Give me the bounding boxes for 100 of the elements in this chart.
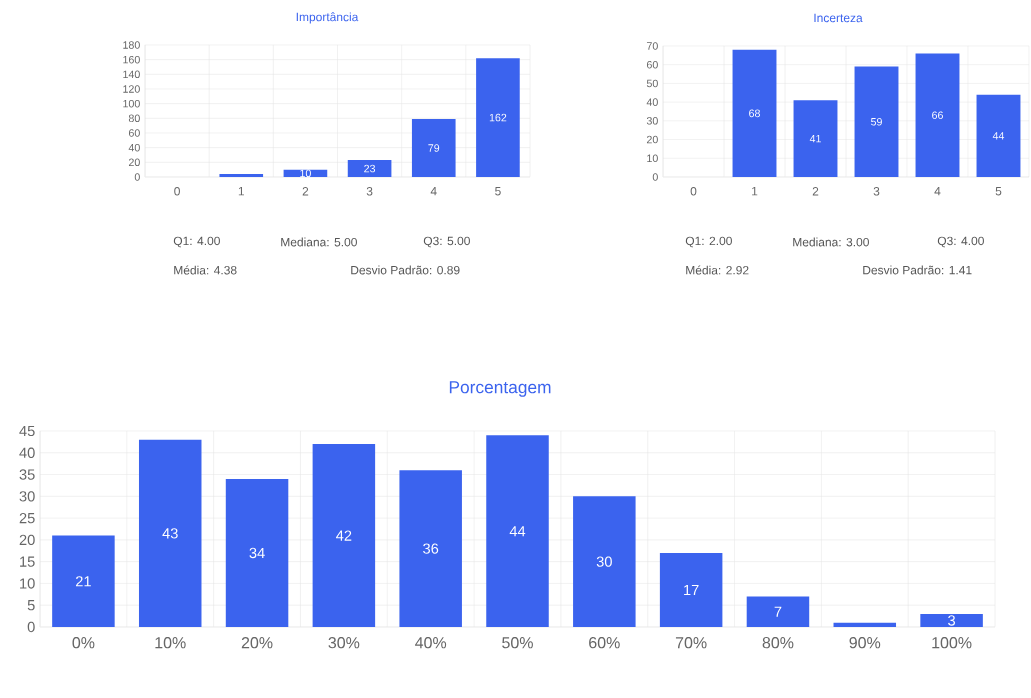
bar (399, 470, 462, 627)
y-tick-label: 25 (19, 512, 35, 524)
data-label: 7 (774, 606, 782, 617)
x-tick-label: 70% (675, 637, 707, 649)
data-label: 3 (948, 615, 956, 626)
y-tick-label: 120 (123, 85, 140, 93)
bar (138, 439, 202, 627)
x-tick-label: 1 (238, 187, 245, 196)
y-tick-label: 15 (20, 556, 35, 567)
y-tick-label: 30 (646, 117, 658, 125)
text: Q1: 4.00 (173, 236, 220, 248)
y-tick-label: 40 (128, 143, 140, 152)
bar (476, 58, 520, 177)
x-tick-label: 3 (366, 187, 373, 196)
x-tick-label: 60% (589, 637, 620, 649)
y-tick-label: 40 (19, 447, 35, 458)
y-tick-label: 10 (20, 578, 35, 589)
data-label: 17 (684, 584, 699, 596)
data-label: 41 (809, 134, 821, 143)
data-label: 30 (596, 556, 612, 567)
x-tick-label: 0 (690, 187, 697, 196)
text: Média: 2.92 (686, 265, 749, 275)
bar (833, 622, 897, 627)
text: Q3: 4.00 (937, 236, 984, 248)
x-tick-label: 2 (812, 187, 819, 196)
y-tick-label: 100 (123, 99, 140, 108)
y-tick-label: 180 (123, 41, 140, 49)
y-tick-label: 50 (646, 79, 658, 88)
y-tick-label: 20 (128, 158, 140, 167)
x-tick-label: 50% (502, 637, 533, 649)
bar (920, 613, 983, 627)
data-label: 79 (428, 144, 440, 152)
y-tick-label: 140 (123, 70, 140, 79)
x-tick-label: 20% (241, 637, 273, 649)
data-label: 23 (364, 164, 376, 173)
x-tick-label: 90% (849, 637, 881, 649)
x-tick-label: 3 (873, 187, 880, 196)
y-tick-label: 5 (27, 600, 35, 611)
data-label: 21 (75, 576, 91, 587)
y-tick-label: 70 (646, 42, 658, 50)
x-tick-label: 0 (174, 187, 180, 196)
bar (411, 119, 456, 177)
data-label: 34 (249, 547, 265, 559)
text: Q3: 5.00 (423, 236, 470, 248)
data-label: 43 (162, 528, 178, 539)
x-tick-label: 4 (430, 187, 437, 196)
text: Média: 4.38 (174, 265, 237, 275)
y-tick-label: 30 (19, 491, 35, 502)
x-tick-label: 5 (495, 187, 501, 196)
x-tick-label: 4 (934, 187, 941, 196)
bar (52, 535, 115, 627)
data-label: 162 (489, 113, 507, 122)
x-tick-label: 80% (762, 637, 794, 649)
chart-title: Incerteza (814, 13, 863, 23)
y-tick-label: 60 (128, 129, 140, 137)
bar (219, 174, 264, 177)
x-tick-label: 10% (155, 637, 186, 649)
chart-title: Importância (296, 12, 359, 24)
text: Desvio Padrão: 0.89 (351, 265, 460, 275)
data-label: 36 (423, 543, 439, 554)
y-tick-label: 160 (123, 55, 140, 64)
x-tick-label: 30% (328, 637, 360, 649)
bar (312, 444, 376, 627)
data-label: 42 (336, 530, 352, 541)
bar (732, 49, 777, 177)
y-tick-label: 45 (19, 425, 35, 437)
data-label: 10 (300, 169, 311, 178)
x-tick-label: 100% (932, 637, 972, 649)
y-tick-label: 35 (19, 469, 35, 480)
bar (573, 496, 636, 627)
y-tick-label: 0 (652, 173, 658, 181)
text: Mediana: 5.00 (281, 237, 357, 247)
x-tick-label: 1 (752, 187, 758, 196)
bar (659, 552, 723, 627)
bar (746, 596, 810, 627)
bar (225, 478, 289, 627)
bar (976, 94, 1021, 177)
y-tick-label: 40 (646, 98, 658, 106)
data-label: 59 (870, 118, 882, 126)
bar (486, 435, 549, 627)
y-tick-label: 0 (134, 173, 140, 181)
data-label: 44 (509, 526, 526, 537)
y-tick-label: 60 (646, 60, 658, 69)
y-tick-label: 20 (19, 534, 35, 546)
data-label: 44 (992, 132, 1005, 140)
chart-title: Porcentagem (449, 381, 551, 397)
data-label: 68 (749, 109, 760, 118)
y-tick-label: 10 (647, 154, 658, 163)
y-tick-label: 80 (128, 114, 140, 123)
bar (793, 100, 838, 177)
text: Mediana: 3.00 (793, 237, 869, 247)
text: Q1: 2.00 (685, 236, 732, 248)
x-tick-label: 0% (72, 637, 95, 649)
bar (347, 160, 392, 177)
y-tick-label: 20 (646, 135, 658, 144)
data-label: 66 (932, 111, 943, 120)
bar (854, 66, 899, 177)
y-tick-label: 0 (27, 621, 35, 633)
x-tick-label: 40% (415, 637, 447, 649)
x-tick-label: 5 (995, 187, 1002, 196)
